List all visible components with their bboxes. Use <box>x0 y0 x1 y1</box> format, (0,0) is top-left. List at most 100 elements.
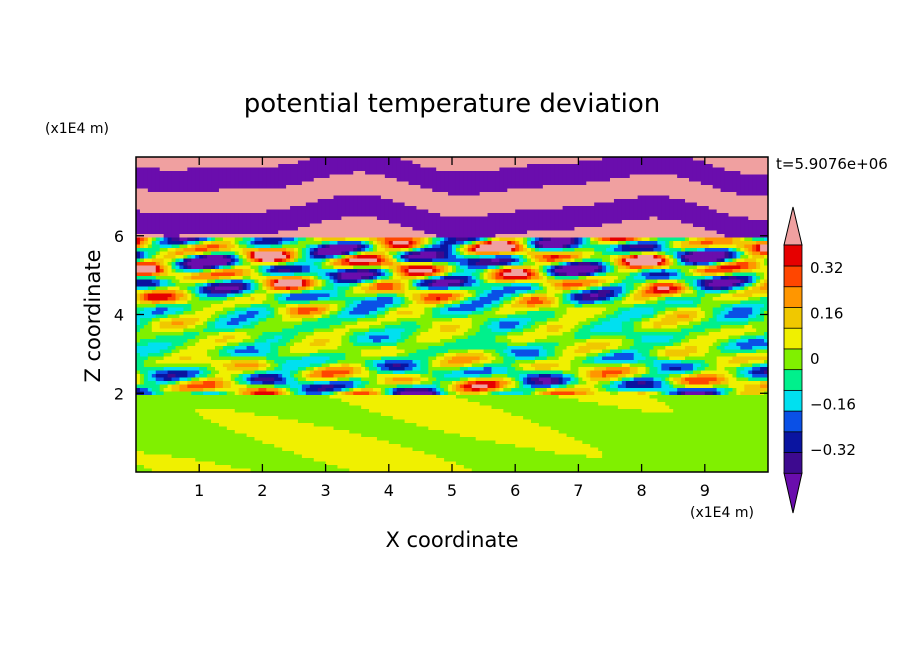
field-cell <box>325 167 331 172</box>
field-cell <box>744 178 749 182</box>
field-cell <box>531 262 536 266</box>
field-cell <box>222 213 228 217</box>
field-cell <box>736 174 741 179</box>
field-cell <box>598 241 603 245</box>
field-cell <box>657 234 662 238</box>
field-cell <box>183 255 188 259</box>
field-cell <box>412 192 417 196</box>
field-cell <box>376 202 382 207</box>
field-cell <box>191 255 196 259</box>
field-cell <box>704 199 710 203</box>
field-cell <box>606 178 611 182</box>
field-cell <box>736 192 741 196</box>
field-cell <box>199 248 204 252</box>
field-cell <box>404 227 410 231</box>
field-cell <box>266 195 271 200</box>
field-cell <box>495 174 500 179</box>
field-cell <box>613 164 619 168</box>
field-cell <box>199 188 204 193</box>
field-cell <box>689 262 694 266</box>
field-cell <box>562 185 568 189</box>
field-cell <box>724 178 729 182</box>
field-cell <box>222 265 228 270</box>
field-cell <box>254 244 259 249</box>
field-cell <box>313 202 319 207</box>
field-cell <box>408 216 413 221</box>
field-cell <box>207 209 212 214</box>
field-cell <box>428 174 433 179</box>
field-cell <box>582 157 587 161</box>
field-cell <box>550 234 556 238</box>
field-cell <box>305 202 311 207</box>
field-cell <box>507 241 512 245</box>
field-cell <box>404 241 410 245</box>
field-cell <box>677 223 682 228</box>
field-cell <box>392 167 398 172</box>
field-cell <box>448 164 453 168</box>
field-cell <box>562 209 568 214</box>
field-cell <box>562 244 568 249</box>
field-cell <box>550 157 556 161</box>
field-cell <box>645 157 650 161</box>
field-cell <box>388 244 394 249</box>
field-cell <box>728 255 733 259</box>
field-cell <box>598 171 603 175</box>
field-cell <box>175 181 180 186</box>
field-cell <box>720 157 726 161</box>
field-cell <box>258 174 263 179</box>
field-cell <box>448 209 453 214</box>
field-cell <box>594 185 599 189</box>
field-cell <box>590 171 595 175</box>
field-cell <box>246 178 252 182</box>
field-cell <box>199 262 204 266</box>
field-cell <box>736 164 741 168</box>
field-cell <box>586 255 591 259</box>
field-cell <box>349 167 354 172</box>
field-cell <box>475 244 481 249</box>
field-cell <box>333 241 338 245</box>
field-cell <box>211 157 216 161</box>
field-cell <box>740 195 745 200</box>
field-cell <box>696 185 702 189</box>
field-cell <box>606 174 611 179</box>
field-cell <box>463 220 469 224</box>
field-cell <box>325 227 331 231</box>
field-cell <box>440 262 445 266</box>
field-cell <box>455 160 461 165</box>
field-cell <box>301 262 307 266</box>
field-cell <box>479 171 485 175</box>
field-cell <box>234 241 240 245</box>
field-cell <box>554 234 560 238</box>
field-cell <box>689 192 694 196</box>
field-cell <box>179 171 184 175</box>
field-cell <box>147 192 153 196</box>
field-cell <box>266 213 271 217</box>
field-cell <box>732 227 737 231</box>
field-cell <box>211 258 216 263</box>
field-cell <box>290 160 295 165</box>
field-cell <box>195 199 200 203</box>
field-cell <box>515 241 520 245</box>
field-cell <box>230 188 236 193</box>
field-cell <box>274 248 279 252</box>
field-cell <box>238 174 244 179</box>
field-cell <box>610 255 615 259</box>
field-cell <box>136 241 141 245</box>
field-cell <box>566 192 571 196</box>
field-cell <box>602 234 607 238</box>
field-cell <box>380 195 386 200</box>
field-cell <box>436 216 441 221</box>
field-cell <box>740 213 745 217</box>
field-cell <box>455 251 461 256</box>
field-cell <box>361 209 366 214</box>
field-cell <box>234 244 240 249</box>
field-cell <box>633 230 639 235</box>
field-cell <box>523 237 528 242</box>
field-cell <box>155 241 161 245</box>
field-cell <box>673 241 678 245</box>
field-cell <box>163 199 169 203</box>
field-cell <box>558 258 564 263</box>
field-cell <box>294 258 299 263</box>
field-cell <box>286 195 291 200</box>
field-cell <box>689 185 694 189</box>
